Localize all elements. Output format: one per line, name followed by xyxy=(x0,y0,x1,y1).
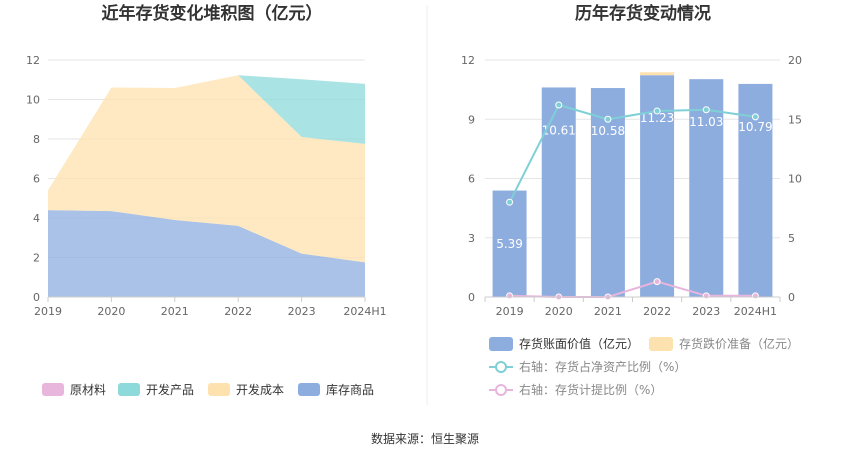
left-x-tick-label: 2019 xyxy=(34,305,62,318)
right-legend-item-line[interactable]: 右轴：存货占净资产比例（%） xyxy=(489,359,686,374)
legend-label: 右轴：存货占净资产比例（%） xyxy=(519,359,686,374)
bar-book-value xyxy=(492,190,527,297)
right-right-axis-tick-label: 5 xyxy=(788,232,795,245)
right-legend: 存货账面价值（亿元） 存货跌价准备（亿元） 右轴：存货占净资产比例（%） 右轴：存货计… xyxy=(489,336,799,397)
legend-marker xyxy=(495,384,507,396)
bar-value-label: 5.39 xyxy=(496,237,523,251)
left-x-tick-label: 2024H1 xyxy=(343,305,386,318)
right-legend-item-stack[interactable]: 存货跌价准备（亿元） xyxy=(649,336,799,351)
right-x-tick-label: 2020 xyxy=(545,305,573,318)
stacked-area-chart: 近年存货变化堆积图（亿元） 0 2 4 6 8 10 12 2019 2020 2021 2022 2… xyxy=(26,3,387,397)
right-x-tick-label: 2019 xyxy=(496,305,524,318)
bar-value-label: 10.61 xyxy=(542,123,576,137)
area-series-开发成本 xyxy=(48,75,365,263)
left-y-tick-label: 10 xyxy=(26,94,40,107)
bar-value-label: 11.23 xyxy=(640,111,674,125)
right-x-tick-label: 2022 xyxy=(643,305,671,318)
legend-label: 存货账面价值（亿元） xyxy=(519,336,639,351)
right-right-axis-tick-label: 15 xyxy=(788,113,802,126)
right-legend-item-line[interactable]: 右轴：存货计提比例（%） xyxy=(489,382,662,397)
right-chart-title: 历年存货变动情况 xyxy=(575,3,711,24)
legend-label: 右轴：存货计提比例（%） xyxy=(519,382,662,397)
line-series-inventory-to-net-assets xyxy=(508,103,756,203)
left-y-tick-label: 12 xyxy=(26,54,40,67)
bar-value-label: 10.58 xyxy=(591,124,625,138)
right-right-axis-tick-label: 0 xyxy=(788,291,795,304)
left-legend-item[interactable]: 库存商品 xyxy=(298,382,374,397)
legend-label: 开发成本 xyxy=(236,382,284,397)
line-point xyxy=(506,292,514,300)
legend-label: 存货跌价准备（亿元） xyxy=(679,336,799,351)
left-axes: 0 2 4 6 8 10 12 2019 2020 2021 2022 2023 2024H1 xyxy=(26,54,387,318)
left-x-tick-label: 2022 xyxy=(224,305,252,318)
bar-value-label: 10.79 xyxy=(738,120,772,134)
right-axes: 0 3 6 9 12 0 5 10 15 20 2019 2020 2021 2022 2023 2024H1 xyxy=(461,54,802,318)
line-point xyxy=(555,101,563,109)
bar-book-value xyxy=(541,87,576,297)
line-point xyxy=(653,278,661,286)
line-point xyxy=(604,115,612,123)
left-x-tick-label: 2020 xyxy=(97,305,125,318)
right-right-axis-tick-label: 10 xyxy=(788,173,802,186)
right-bars: 5.39 10.61 10.58 11.23 11.03 10.79 xyxy=(492,72,773,298)
left-y-tick-label: 6 xyxy=(33,173,40,186)
legend-swatch xyxy=(649,337,673,351)
line-point xyxy=(751,292,759,300)
area-series-库存商品 xyxy=(48,210,365,297)
right-right-axis-tick-label: 20 xyxy=(788,54,802,67)
bar-book-value xyxy=(590,88,625,297)
right-legend-item-bars[interactable]: 存货账面价值（亿元） xyxy=(489,336,639,351)
left-areas xyxy=(48,75,365,297)
left-y-tick-label: 8 xyxy=(33,133,40,146)
left-legend: 原材料 开发产品 开发成本 库存商品 xyxy=(42,382,374,397)
right-x-tick-label: 2021 xyxy=(594,305,622,318)
right-x-tick-label: 2023 xyxy=(692,305,720,318)
legend-swatch xyxy=(208,383,230,396)
data-source-label: 数据来源：恒生聚源 xyxy=(371,431,479,446)
legend-swatch xyxy=(489,337,513,351)
left-x-tick-label: 2021 xyxy=(161,305,189,318)
legend-marker xyxy=(495,361,507,373)
right-left-axis-tick-label: 0 xyxy=(468,291,475,304)
area-series-开发产品 xyxy=(48,75,365,191)
inventory-bar-line-chart: 历年存货变动情况 5.39 10.61 10.58 11.23 11.03 10.79 0… xyxy=(461,3,802,397)
left-y-tick-label: 0 xyxy=(33,291,40,304)
left-legend-item[interactable]: 开发产品 xyxy=(118,382,194,397)
left-legend-item[interactable]: 原材料 xyxy=(42,383,106,397)
left-x-tick-label: 2023 xyxy=(288,305,316,318)
bar-impairment-provision xyxy=(640,72,675,76)
legend-swatch xyxy=(42,383,64,396)
right-left-axis-tick-label: 3 xyxy=(468,232,475,245)
right-left-axis-tick-label: 12 xyxy=(461,54,475,67)
right-grid xyxy=(485,59,780,239)
legend-swatch xyxy=(298,383,320,396)
left-legend-item[interactable]: 开发成本 xyxy=(208,382,284,397)
legend-swatch xyxy=(118,383,140,396)
line-point xyxy=(506,198,514,206)
right-x-tick-label: 2024H1 xyxy=(734,305,777,318)
line-point xyxy=(702,106,710,114)
bar-book-value xyxy=(689,79,724,297)
right-left-axis-tick-label: 9 xyxy=(468,113,475,126)
legend-label: 原材料 xyxy=(70,383,106,397)
legend-label: 开发产品 xyxy=(146,382,194,397)
left-chart-title: 近年存货变化堆积图（亿元） xyxy=(102,3,323,24)
legend-label: 库存商品 xyxy=(326,382,374,397)
line-point xyxy=(751,113,759,121)
left-y-tick-label: 4 xyxy=(33,212,40,225)
bar-value-label: 11.03 xyxy=(689,115,723,129)
right-left-axis-tick-label: 6 xyxy=(468,173,475,186)
line-point xyxy=(702,292,710,300)
line-point xyxy=(653,107,661,115)
left-y-tick-label: 2 xyxy=(33,252,40,265)
